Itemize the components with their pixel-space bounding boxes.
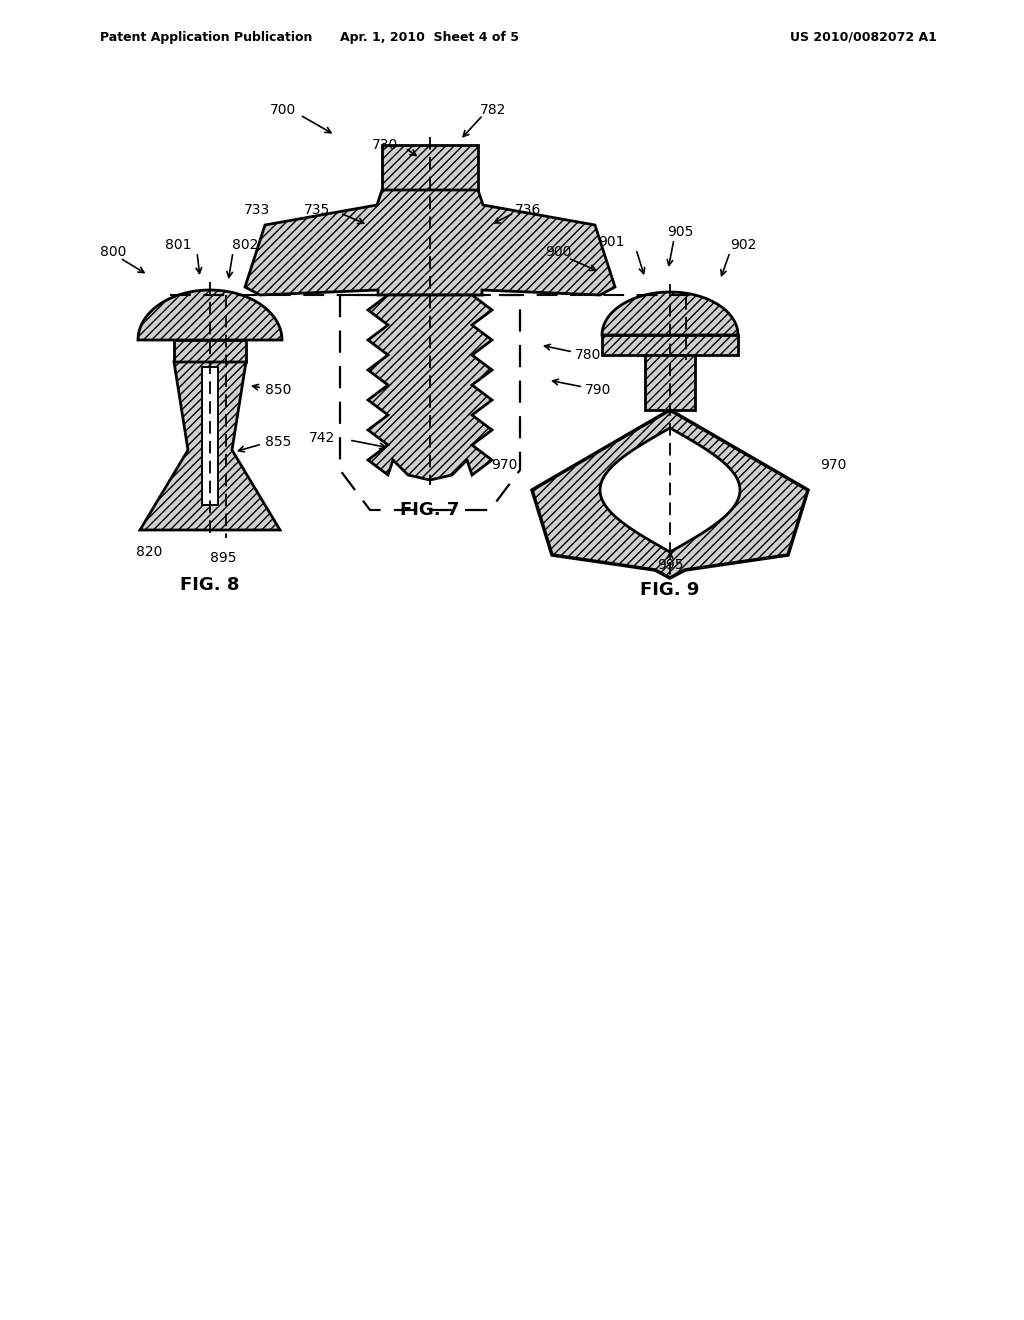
Text: 970: 970 <box>820 458 847 473</box>
Text: 790: 790 <box>585 383 611 397</box>
Polygon shape <box>645 355 695 411</box>
Polygon shape <box>202 367 218 506</box>
Polygon shape <box>140 362 280 531</box>
Text: 970: 970 <box>492 458 518 473</box>
Text: Patent Application Publication: Patent Application Publication <box>100 30 312 44</box>
Text: 742: 742 <box>309 432 335 445</box>
Text: 802: 802 <box>232 238 258 252</box>
Text: 801: 801 <box>166 238 193 252</box>
Polygon shape <box>602 292 738 335</box>
Text: 850: 850 <box>265 383 292 397</box>
Polygon shape <box>600 428 740 552</box>
Text: 733: 733 <box>244 203 270 216</box>
Text: FIG. 7: FIG. 7 <box>400 502 460 519</box>
Polygon shape <box>602 335 738 355</box>
Text: 782: 782 <box>480 103 507 117</box>
Text: FIG. 8: FIG. 8 <box>180 576 240 594</box>
Text: 736: 736 <box>515 203 542 216</box>
Text: 700: 700 <box>270 103 296 117</box>
Text: 905: 905 <box>667 224 693 239</box>
Polygon shape <box>138 290 282 341</box>
Text: 895: 895 <box>210 550 237 565</box>
Polygon shape <box>245 190 615 294</box>
Text: US 2010/0082072 A1: US 2010/0082072 A1 <box>790 30 937 44</box>
Text: 995: 995 <box>656 558 683 572</box>
Text: 855: 855 <box>265 436 292 449</box>
Text: 901: 901 <box>598 235 625 249</box>
Text: 902: 902 <box>730 238 757 252</box>
Polygon shape <box>368 294 492 480</box>
Text: 820: 820 <box>135 545 162 558</box>
Polygon shape <box>532 411 808 578</box>
Polygon shape <box>382 145 478 190</box>
Text: 730: 730 <box>372 139 398 152</box>
Text: 900: 900 <box>545 246 571 259</box>
Text: 800: 800 <box>100 246 126 259</box>
Polygon shape <box>174 341 246 362</box>
Text: 735: 735 <box>304 203 330 216</box>
Text: Apr. 1, 2010  Sheet 4 of 5: Apr. 1, 2010 Sheet 4 of 5 <box>341 30 519 44</box>
Text: 780: 780 <box>575 348 601 362</box>
Text: FIG. 9: FIG. 9 <box>640 581 699 599</box>
